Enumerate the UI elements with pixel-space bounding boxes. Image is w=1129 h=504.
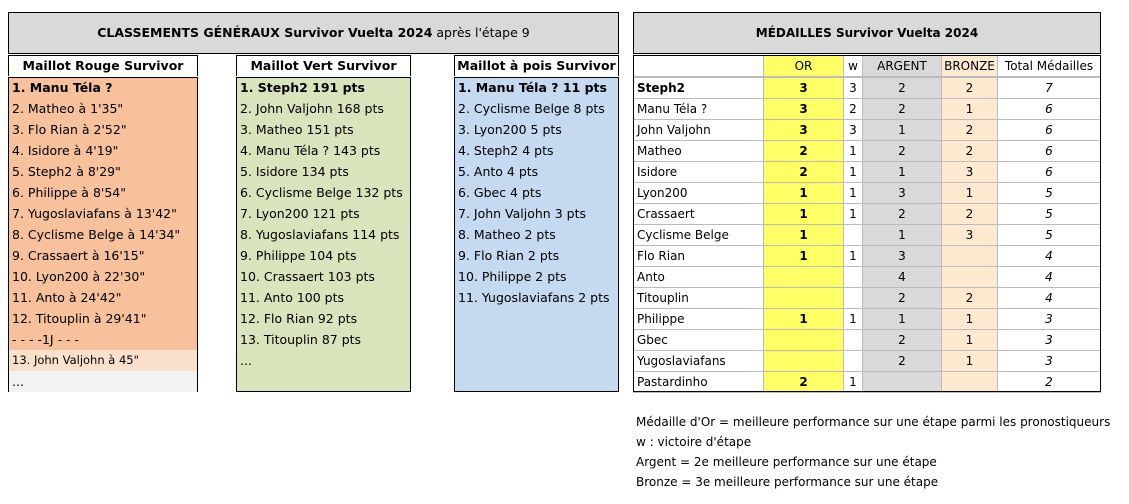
ranking-item: 10. Lyon200 à 22'30" bbox=[12, 269, 146, 284]
ranking-item: 5. Anto 4 pts bbox=[458, 164, 539, 179]
ranking-item: 13. Titouplin 87 pts bbox=[240, 332, 362, 347]
ranking-item: 11. Anto à 24'42" bbox=[12, 290, 122, 305]
ranking-item: 6. Cyclisme Belge 132 pts bbox=[240, 185, 403, 200]
player-name: Philippe bbox=[633, 308, 764, 330]
player-name: Crassaert bbox=[633, 203, 764, 225]
ranking-item: 10. Crassaert 103 pts bbox=[240, 269, 375, 284]
ranking-item: 7. Lyon200 121 pts bbox=[240, 206, 360, 221]
ranking-item: 13. John Valjohn à 45" bbox=[9, 350, 197, 371]
column-box bbox=[8, 77, 198, 392]
note: Bronze = 3e meilleure performance sur un… bbox=[636, 475, 939, 489]
ranking-item: 9. Flo Rian 2 pts bbox=[458, 248, 560, 263]
ranking-item: ... bbox=[240, 353, 252, 368]
ranking-item: 11. Anto 100 pts bbox=[240, 290, 345, 305]
table-border bbox=[633, 55, 1101, 392]
ranking-item: 4. Steph2 4 pts bbox=[458, 143, 554, 158]
ranking-item: 9. Philippe 104 pts bbox=[240, 248, 357, 263]
player-name: Pastardinho bbox=[633, 371, 764, 393]
ranking-item: 5. Isidore 134 pts bbox=[240, 164, 349, 179]
ranking-item: 4. Manu Téla ? 143 pts bbox=[240, 143, 381, 158]
ranking-item: 10. Philippe 2 pts bbox=[458, 269, 567, 284]
ranking-item: 9. Crassaert à 16'15" bbox=[12, 248, 145, 263]
ranking-item: 3. Lyon200 5 pts bbox=[458, 122, 562, 137]
ranking-item: 3. Matheo 151 pts bbox=[240, 122, 354, 137]
ranking-item: 1. Manu Téla ? 11 pts bbox=[458, 80, 607, 95]
medal-count: 2 bbox=[763, 371, 844, 393]
note: Argent = 2e meilleure performance sur un… bbox=[636, 455, 937, 469]
ranking-item: 6. Philippe à 8'54" bbox=[12, 185, 126, 200]
medals-title: MÉDAILLES Survivor Vuelta 2024 bbox=[633, 12, 1101, 54]
rankings-title-box: CLASSEMENTS GÉNÉRAUX Survivor Vuelta 202… bbox=[8, 12, 619, 54]
ranking-item: 7. John Valjohn 3 pts bbox=[458, 206, 586, 221]
ranking-item: 2. Cyclisme Belge 8 pts bbox=[458, 101, 605, 116]
ranking-item: ... bbox=[9, 371, 197, 392]
medal-count: 2 bbox=[997, 371, 1101, 393]
ranking-item: - - - -1J - - - bbox=[12, 332, 80, 347]
player-name: Titouplin bbox=[633, 287, 764, 309]
player-name: Yugoslaviafans bbox=[633, 350, 764, 372]
ranking-item: 12. Flo Rian 92 pts bbox=[240, 311, 358, 326]
ranking-item: 1. Steph2 191 pts bbox=[240, 80, 365, 95]
rankings-subtitle: après l'étape 9 bbox=[436, 25, 530, 40]
ranking-item: 8. Cyclisme Belge à 14'34" bbox=[12, 227, 181, 242]
ranking-item: 12. Titouplin à 29'41" bbox=[12, 311, 147, 326]
rankings-title: CLASSEMENTS GÉNÉRAUX Survivor Vuelta 202… bbox=[97, 25, 433, 40]
note: w : victoire d'étape bbox=[636, 435, 752, 449]
ranking-item: 5. Steph2 à 8'29" bbox=[12, 164, 121, 179]
ranking-item: 6. Gbec 4 pts bbox=[458, 185, 542, 200]
column-header: ARGENT bbox=[862, 55, 942, 77]
ranking-item: 2. John Valjohn 168 pts bbox=[240, 101, 384, 116]
ranking-item: 4. Isidore à 4'19" bbox=[12, 143, 119, 158]
ranking-item: 8. Yugoslaviafans 114 pts bbox=[240, 227, 400, 242]
column-header: BRONZE bbox=[941, 55, 998, 77]
column-header: Maillot Rouge Survivor bbox=[8, 55, 198, 76]
column-header: Total Médailles bbox=[997, 55, 1101, 77]
column-box bbox=[454, 77, 619, 392]
column-header: Maillot à pois Survivor bbox=[454, 55, 619, 76]
ranking-item: 2. Matheo à 1'35" bbox=[12, 101, 124, 116]
column-box bbox=[236, 77, 411, 392]
ranking-item: 7. Yugoslaviafans à 13'42" bbox=[12, 206, 177, 221]
ranking-item: 11. Yugoslaviafans 2 pts bbox=[458, 290, 610, 305]
ranking-item: 3. Flo Rian à 2'52" bbox=[12, 122, 127, 137]
note: Médaille d'Or = meilleure performance su… bbox=[636, 415, 1111, 429]
ranking-item: 1. Manu Téla ? bbox=[12, 80, 113, 95]
player-name: Lyon200 bbox=[633, 182, 764, 204]
ranking-item: 8. Matheo 2 pts bbox=[458, 227, 556, 242]
column-header: Maillot Vert Survivor bbox=[236, 55, 411, 76]
